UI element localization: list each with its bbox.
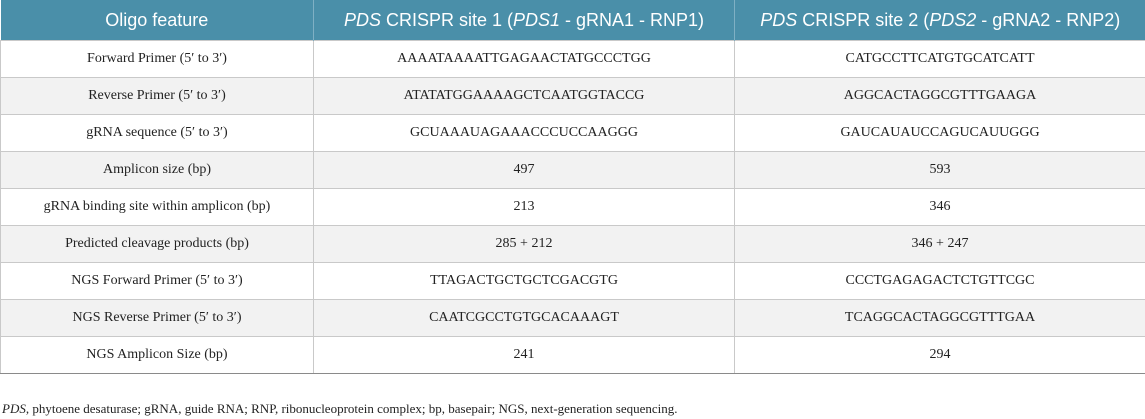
header-site-1-tail: - gRNA1 - RNP1) (560, 9, 705, 30)
header-site-2-tail: - gRNA2 - RNP2) (976, 9, 1121, 30)
table-footnote: PDS, phytoene desaturase; gRNA, guide RN… (2, 401, 678, 417)
cell-site-1: TTAGACTGCTGCTCGACGTG (313, 262, 735, 300)
cell-site-2: CATGCCTTCATGTGCATCATT (734, 40, 1145, 78)
footnote-text: , phytoene desaturase; gRNA, guide RNA; … (25, 401, 678, 416)
header-site-2-gene-short: PDS2 (929, 9, 977, 30)
cell-feature: gRNA sequence (5′ to 3′) (0, 114, 314, 152)
cell-site-2: 593 (734, 151, 1145, 189)
header-site-1-gene: PDS (343, 9, 381, 30)
cell-feature: NGS Reverse Primer (5′ to 3′) (0, 299, 314, 337)
table-row: gRNA sequence (5′ to 3′) GCUAAAUAGAAACCC… (0, 114, 1145, 152)
cell-site-2: 346 + 247 (734, 225, 1145, 263)
table-row: gRNA binding site within amplicon (bp) 2… (0, 188, 1145, 226)
cell-site-1: 285 + 212 (313, 225, 735, 263)
cell-site-1: 497 (313, 151, 735, 189)
cell-feature: NGS Forward Primer (5′ to 3′) (0, 262, 314, 300)
footnote-abbr: PDS (2, 401, 26, 416)
header-site-2: PDS CRISPR site 2 (PDS2 - gRNA2 - RNP2) (734, 0, 1145, 41)
table-row: Predicted cleavage products (bp) 285 + 2… (0, 225, 1145, 263)
oligo-table: Oligo feature PDS CRISPR site 1 (PDS1 - … (0, 0, 1145, 374)
cell-site-1: ATATATGGAAAAGCTCAATGGTACCG (313, 77, 735, 115)
table-row: NGS Forward Primer (5′ to 3′) TTAGACTGCT… (0, 262, 1145, 300)
table-row: NGS Reverse Primer (5′ to 3′) CAATCGCCTG… (0, 299, 1145, 337)
cell-feature: Forward Primer (5′ to 3′) (0, 40, 314, 78)
cell-feature: NGS Amplicon Size (bp) (0, 336, 314, 374)
header-site-1-mid: CRISPR site 1 ( (380, 9, 513, 30)
cell-feature: Amplicon size (bp) (0, 151, 314, 189)
cell-site-2: 346 (734, 188, 1145, 226)
cell-site-1: GCUAAAUAGAAACCCUCCAAGGG (313, 114, 735, 152)
cell-site-1: 213 (313, 188, 735, 226)
cell-site-2: CCCTGAGAGACTCTGTTCGC (734, 262, 1145, 300)
header-site-2-mid: CRISPR site 2 ( (797, 9, 930, 30)
cell-feature: Predicted cleavage products (bp) (0, 225, 314, 263)
table-row: Forward Primer (5′ to 3′) AAAATAAAATTGAG… (0, 40, 1145, 78)
header-site-2-gene: PDS (760, 9, 798, 30)
cell-site-1: CAATCGCCTGTGCACAAAGT (313, 299, 735, 337)
cell-site-2: TCAGGCACTAGGCGTTTGAA (734, 299, 1145, 337)
cell-site-2: 294 (734, 336, 1145, 374)
cell-site-2: AGGCACTAGGCGTTTGAAGA (734, 77, 1145, 115)
cell-feature: gRNA binding site within amplicon (bp) (0, 188, 314, 226)
table-row: Amplicon size (bp) 497 593 (0, 151, 1145, 189)
cell-site-1: 241 (313, 336, 735, 374)
cell-site-2: GAUCAUAUCCAGUCAUUGGG (734, 114, 1145, 152)
cell-site-1: AAAATAAAATTGAGAACTATGCCCTGG (313, 40, 735, 78)
table-row: Reverse Primer (5′ to 3′) ATATATGGAAAAGC… (0, 77, 1145, 115)
header-site-1-gene-short: PDS1 (512, 9, 561, 30)
cell-feature: Reverse Primer (5′ to 3′) (0, 77, 314, 115)
table-header-row: Oligo feature PDS CRISPR site 1 (PDS1 - … (0, 0, 1145, 41)
header-oligo-feature: Oligo feature (0, 0, 314, 41)
header-site-1: PDS CRISPR site 1 (PDS1 - gRNA1 - RNP1) (313, 0, 735, 41)
table-row: NGS Amplicon Size (bp) 241 294 (0, 336, 1145, 374)
